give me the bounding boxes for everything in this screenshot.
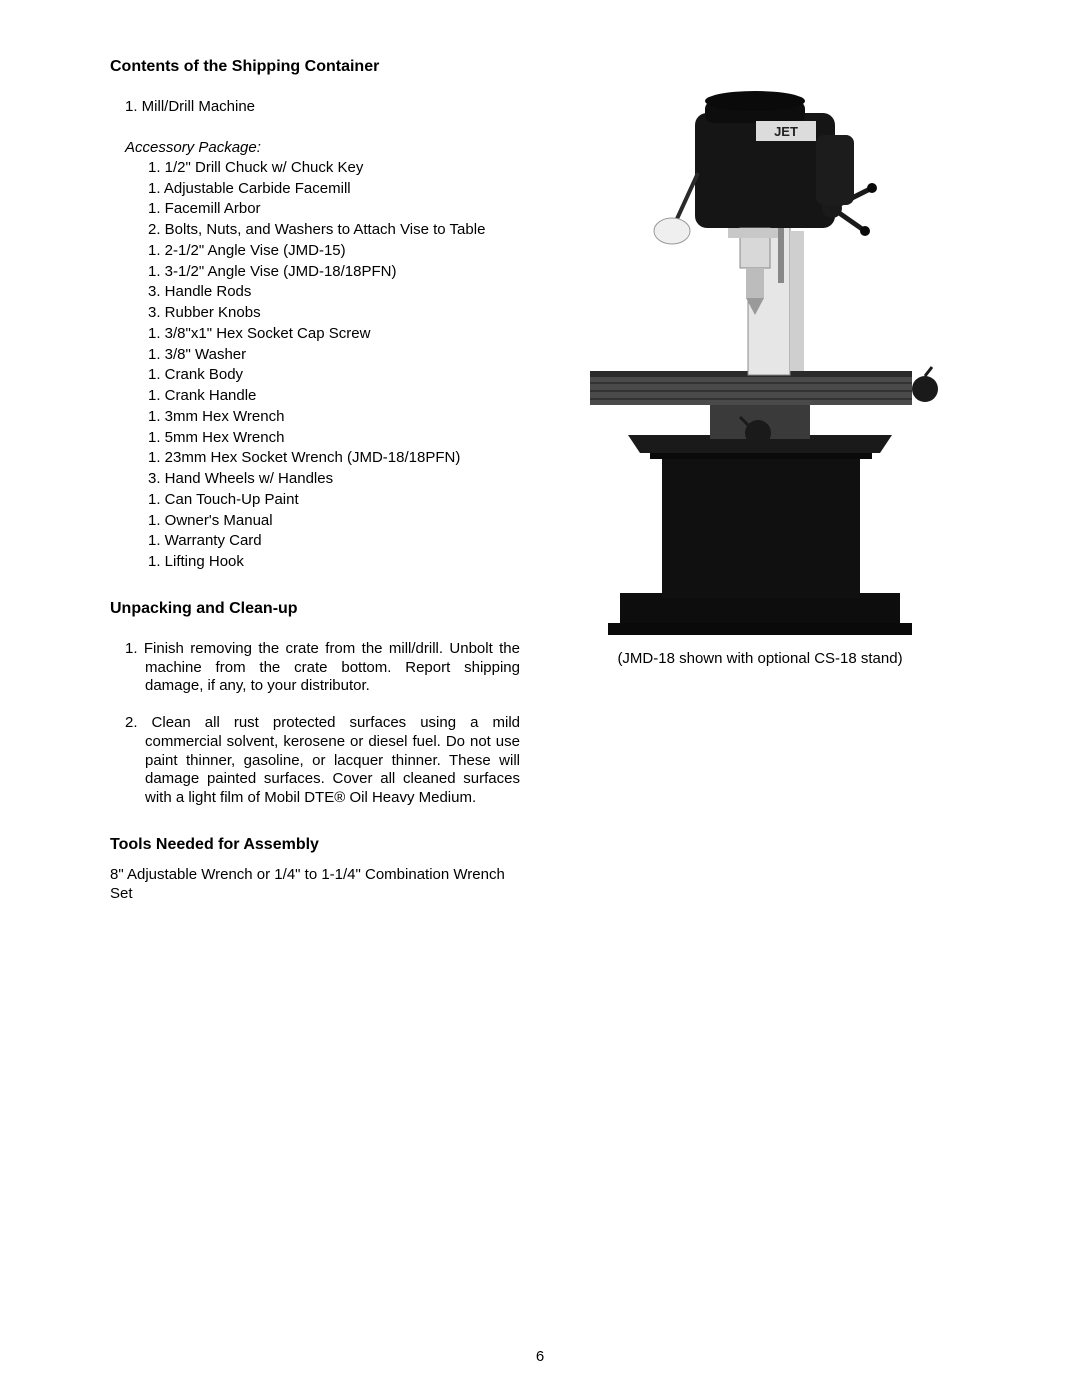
list-item: 1. 1/2" Drill Chuck w/ Chuck Key (110, 159, 520, 178)
list-item: 1. 3-1/2" Angle Vise (JMD-18/18PFN) (110, 263, 520, 282)
top-items-list: 1. Mill/Drill Machine (110, 98, 520, 117)
machine-image: JET (580, 73, 940, 638)
list-item: 1. Crank Handle (110, 387, 520, 406)
list-item: 2. Bolts, Nuts, and Washers to Attach Vi… (110, 221, 520, 240)
image-caption: (JMD-18 shown with optional CS-18 stand) (550, 650, 970, 667)
list-item: 1. 3/8"x1" Hex Socket Cap Screw (110, 325, 520, 344)
list-item: 1. Can Touch-Up Paint (110, 491, 520, 510)
list-item: 1. 3mm Hex Wrench (110, 408, 520, 427)
tools-heading: Tools Needed for Assembly (110, 836, 520, 854)
list-item: 1. Crank Body (110, 366, 520, 385)
list-item: 1. Finish removing the crate from the mi… (110, 640, 520, 696)
list-item: 1. 2-1/2" Angle Vise (JMD-15) (110, 242, 520, 261)
list-item: 1. Mill/Drill Machine (110, 98, 520, 117)
list-item: 2. Clean all rust protected surfaces usi… (110, 714, 520, 808)
list-item: 1. Warranty Card (110, 532, 520, 551)
list-item: 3. Rubber Knobs (110, 304, 520, 323)
tools-text: 8" Adjustable Wrench or 1/4" to 1-1/4" C… (110, 866, 520, 904)
page-number: 6 (0, 1348, 1080, 1365)
unpacking-heading: Unpacking and Clean-up (110, 600, 520, 618)
list-item: 1. Adjustable Carbide Facemill (110, 180, 520, 199)
unpacking-list: 1. Finish removing the crate from the mi… (110, 640, 520, 808)
list-item: 1. 5mm Hex Wrench (110, 429, 520, 448)
list-item: 1. Lifting Hook (110, 553, 520, 572)
list-item: 3. Hand Wheels w/ Handles (110, 470, 520, 489)
brand-label: JET (774, 124, 798, 139)
list-item: 1. Owner's Manual (110, 512, 520, 531)
accessory-subhead: Accessory Package: (110, 139, 520, 156)
contents-heading: Contents of the Shipping Container (110, 58, 520, 76)
accessory-items-list: 1. 1/2" Drill Chuck w/ Chuck Key 1. Adjus… (110, 159, 520, 572)
list-item: 3. Handle Rods (110, 283, 520, 302)
list-item: 1. Facemill Arbor (110, 200, 520, 219)
list-item: 1. 3/8" Washer (110, 346, 520, 365)
list-item: 1. 23mm Hex Socket Wrench (JMD-18/18PFN) (110, 449, 520, 468)
